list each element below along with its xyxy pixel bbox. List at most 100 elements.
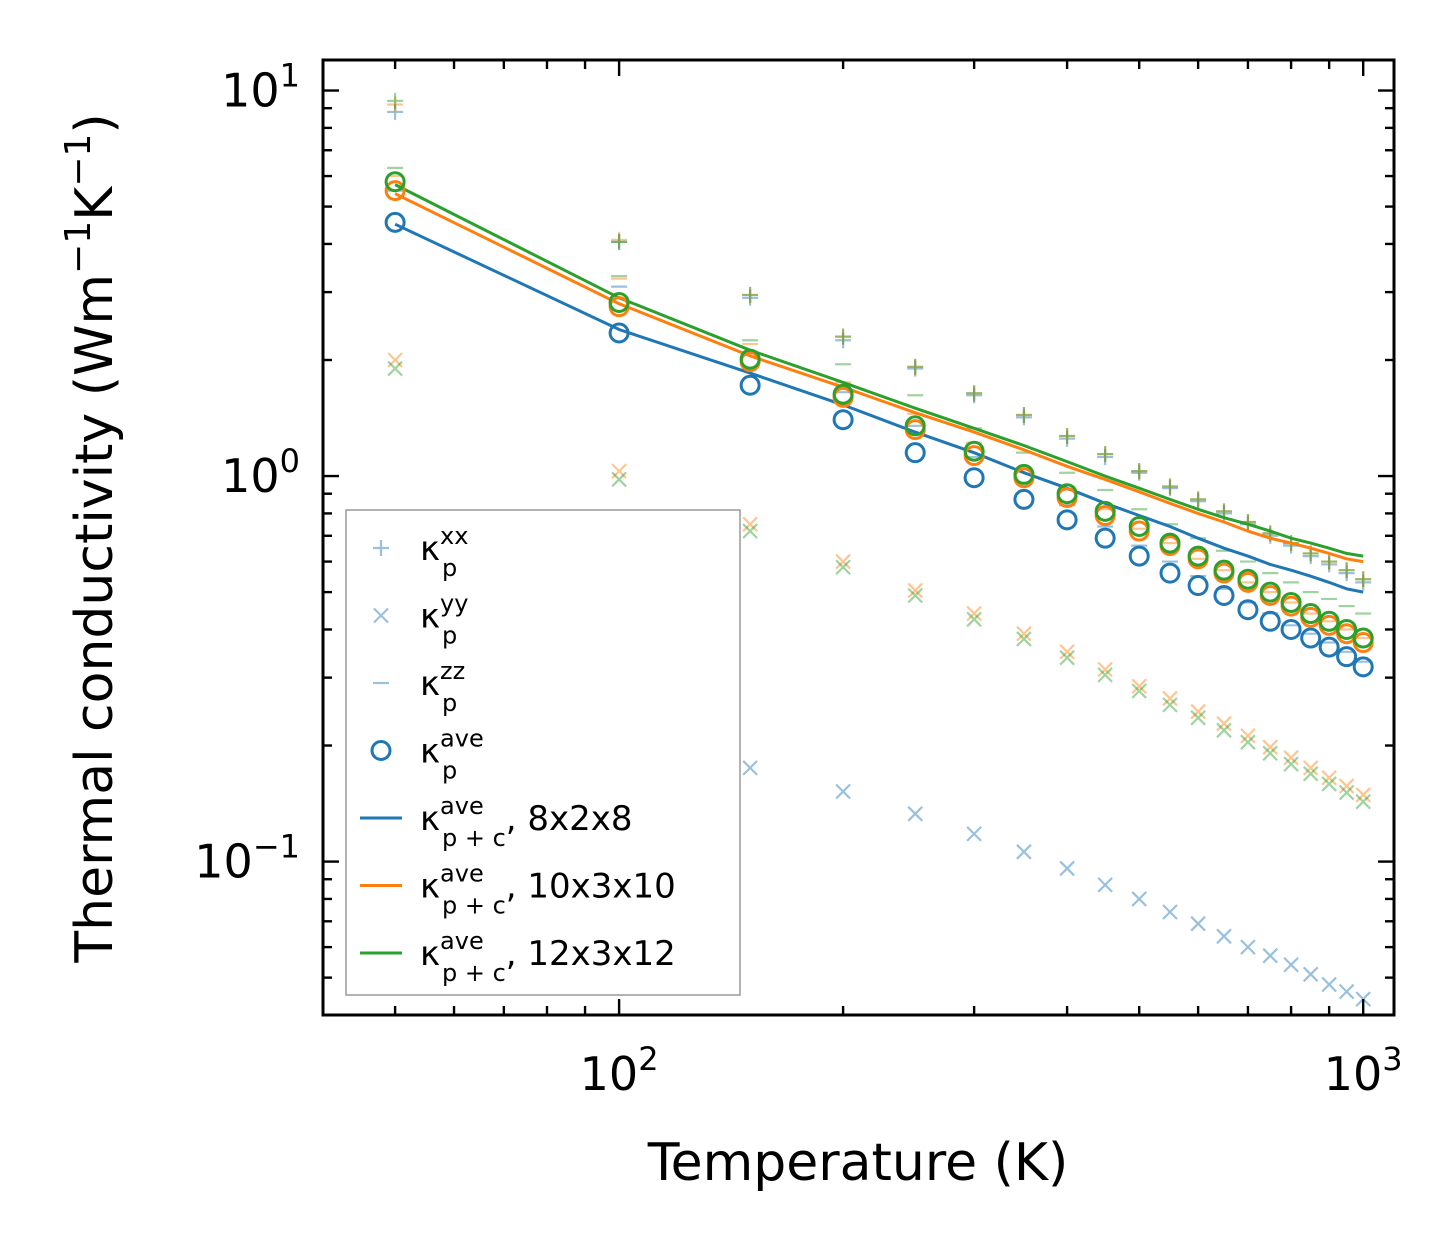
point-kyy-10x3x10-800-d2	[1283, 749, 1299, 766]
point-kave-12x3x12-500	[1128, 515, 1150, 537]
point-kyy-12x3x12-300-d2	[966, 611, 982, 628]
point-kyy-12x3x12-350-d2	[1016, 631, 1032, 647]
point-kyy-12x3x12-550	[1162, 697, 1178, 713]
point-kyy-8x2x8-400-d2	[1059, 860, 1075, 877]
point-kxx-8x2x8-850	[1302, 548, 1319, 565]
point-kyy-10x3x10-1000	[1355, 787, 1371, 803]
point-kave-8x2x8-500	[1128, 545, 1150, 567]
point-kyy-10x3x10-900-d2	[1321, 769, 1337, 786]
point-kyy-8x2x8-150-d2	[742, 760, 758, 776]
point-kxx-12x3x12-50	[387, 92, 404, 109]
point-kyy-12x3x12-450-d1	[1097, 667, 1113, 683]
point-kyy-12x3x12-200-d2	[835, 559, 851, 576]
point-kyy-12x3x12-700-d1	[1240, 734, 1256, 750]
point-kxx-10x3x10-500	[1131, 463, 1148, 480]
point-kyy-12x3x12-250-d2	[907, 587, 923, 604]
point-kyy-12x3x12-900-d1	[1321, 776, 1337, 792]
point-kyy-12x3x12-800-d1	[1283, 756, 1299, 772]
point-kyy-8x2x8-200	[835, 783, 851, 800]
point-kyy-10x3x10-750-d2	[1262, 739, 1279, 755]
point-kyy-12x3x12-700-d2	[1240, 734, 1256, 750]
point-kave-8x2x8-450	[1094, 527, 1116, 549]
point-kyy-8x2x8-150-d1	[742, 760, 758, 776]
point-kxx-8x2x8-150	[742, 289, 759, 306]
point-kxx-8x2x8-600	[1190, 493, 1207, 510]
legend-marker-1-d2	[373, 607, 389, 624]
point-kyy-12x3x12-150-d2	[742, 523, 758, 539]
point-kyy-12x3x12-600-d2	[1190, 710, 1206, 726]
point-kxx-8x2x8-400	[1059, 430, 1076, 447]
point-kyy-10x3x10-450	[1097, 661, 1113, 678]
point-kxx-10x3x10-550	[1162, 478, 1179, 495]
point-kyy-10x3x10-500-d2	[1131, 678, 1147, 695]
point-kyy-12x3x12-800-d2	[1283, 756, 1299, 772]
point-kyy-12x3x12-350-d1	[1016, 631, 1032, 647]
point-kyy-10x3x10-1000-d1	[1355, 787, 1371, 803]
point-kxx-10x3x10-400	[1059, 428, 1076, 445]
point-kave-12x3x12-50	[384, 171, 406, 193]
point-kyy-12x3x12-600-d1	[1190, 710, 1206, 726]
point-kxx-10x3x10-950	[1338, 562, 1355, 579]
y-tick-labels: 10−1 100 101	[194, 57, 300, 889]
point-kyy-10x3x10-900-d1	[1321, 769, 1337, 786]
point-kave-8x2x8-400	[1056, 509, 1078, 531]
legend-label-6: κave p + c, 12x3x12	[420, 927, 676, 987]
point-kyy-12x3x12-1000-d1	[1355, 793, 1371, 810]
point-kave-12x3x12-750	[1259, 581, 1281, 603]
point-kyy-8x2x8-200-d1	[835, 783, 851, 800]
point-kyy-12x3x12-400-d1	[1059, 649, 1075, 666]
point-kyy-10x3x10-850-d2	[1302, 760, 1319, 776]
point-kyy-10x3x10-300-d2	[966, 605, 982, 622]
point-kxx-8x2x8-900	[1321, 556, 1338, 573]
series-kxx-12x3x12	[387, 92, 1372, 588]
point-kyy-10x3x10-250-d2	[907, 582, 923, 599]
point-kyy-8x2x8-650-d2	[1216, 928, 1232, 945]
point-kave-8x2x8-100	[608, 322, 630, 344]
point-kyy-8x2x8-950	[1338, 983, 1355, 1000]
point-kxx-8x2x8-1000	[1355, 574, 1372, 591]
legend-label-2: κzz p	[420, 657, 465, 717]
point-kyy-10x3x10-200-d1	[835, 553, 851, 570]
point-kyy-8x2x8-800	[1283, 956, 1299, 973]
point-kyy-10x3x10-250	[907, 582, 923, 599]
point-kyy-12x3x12-400	[1059, 649, 1075, 666]
point-kyy-10x3x10-950-d2	[1338, 778, 1355, 794]
point-kave-8x2x8-900	[1318, 636, 1340, 658]
point-kyy-10x3x10-100	[611, 463, 627, 479]
point-kyy-8x2x8-400-d1	[1059, 860, 1075, 877]
point-kave-8x2x8-750	[1259, 610, 1281, 632]
point-kxx-12x3x12-150	[742, 286, 759, 303]
point-kyy-12x3x12-250	[907, 587, 923, 604]
point-kyy-10x3x10-850-d1	[1302, 760, 1319, 776]
point-kxx-12x3x12-950	[1338, 562, 1355, 579]
point-kyy-10x3x10-1000-d2	[1355, 787, 1371, 803]
point-kyy-10x3x10-500-d1	[1131, 678, 1147, 695]
point-kyy-8x2x8-700-d1	[1240, 939, 1256, 955]
point-kyy-10x3x10-900	[1321, 769, 1337, 786]
point-kyy-12x3x12-850-d2	[1302, 765, 1319, 782]
point-kyy-10x3x10-100-d2	[611, 463, 627, 479]
point-kyy-10x3x10-550-d2	[1162, 690, 1178, 707]
series-kxx-8x2x8	[387, 103, 1372, 591]
point-kyy-8x2x8-850-d1	[1302, 966, 1319, 983]
point-kyy-12x3x12-300-d1	[966, 611, 982, 628]
legend: κxx p κyy p κzz p κave p κave p + c, 8x2x8 κave p +…	[345, 509, 741, 996]
point-kyy-10x3x10-300-d1	[966, 605, 982, 622]
point-kyy-12x3x12-350	[1016, 631, 1032, 647]
point-kave-8x2x8-800	[1280, 618, 1302, 640]
point-kyy-10x3x10-700	[1240, 727, 1256, 744]
point-kave-8x2x8-1000	[1352, 656, 1374, 678]
x-axis-label: Temperature (K)	[647, 1133, 1069, 1193]
point-kave-8x2x8-600	[1187, 575, 1209, 597]
point-kxx-12x3x12-100	[611, 233, 628, 250]
y-axis-label: Thermal conductivity (Wm−1K−1)	[58, 113, 125, 963]
point-kyy-12x3x12-850-d1	[1302, 765, 1319, 782]
point-kyy-10x3x10-400	[1059, 644, 1075, 660]
point-kyy-12x3x12-600	[1190, 710, 1206, 726]
point-kave-8x2x8-850	[1300, 627, 1322, 649]
legend-entry-5: κave p + c, 10x3x10	[360, 860, 676, 920]
point-kyy-12x3x12-50-d1	[387, 360, 403, 377]
point-kave-12x3x12-700	[1237, 568, 1259, 590]
point-kyy-10x3x10-100-d1	[611, 463, 627, 479]
point-kyy-12x3x12-950	[1338, 784, 1355, 801]
